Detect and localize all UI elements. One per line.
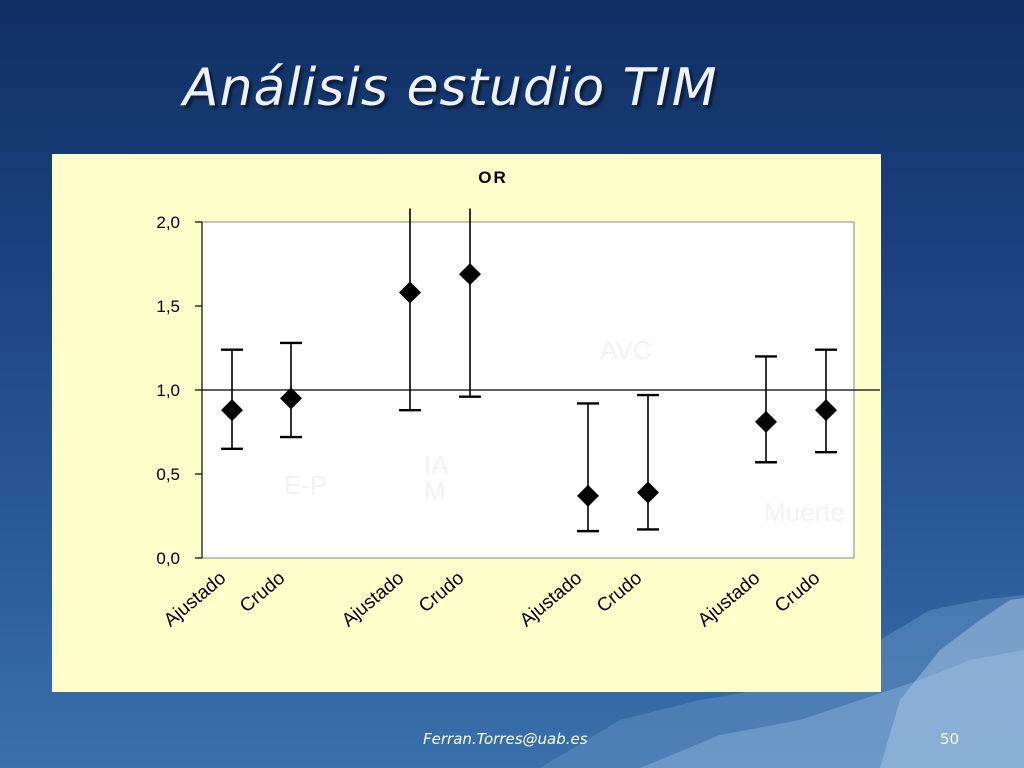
- or-marker: [280, 387, 302, 410]
- or-point-3: [399, 208, 421, 412]
- or-marker: [815, 399, 837, 422]
- or-point-2: [280, 341, 302, 439]
- chart-panel: OR E-P IA M AVC Muerte 0,0 0,5 1,0 1,5 2,0 Ajust…: [52, 154, 881, 692]
- y-tick-label: 1,5: [156, 297, 180, 316]
- x-label-ajustado: Ajustado: [338, 568, 408, 632]
- x-label-ajustado: Ajustado: [160, 568, 230, 632]
- or-marker: [459, 263, 481, 286]
- page-number: 50: [940, 730, 960, 748]
- or-marker: [221, 399, 243, 422]
- footer-email: Ferran.Torres@uab.es: [423, 730, 588, 748]
- group-label-iam: IA M: [424, 450, 449, 506]
- or-chart: OR E-P IA M AVC Muerte 0,0 0,5 1,0 1,5 2,0 Ajust…: [156, 168, 880, 632]
- or-marker: [399, 281, 421, 304]
- y-tick-label: 0,0: [156, 549, 180, 568]
- group-label-muerte: Muerte: [764, 497, 845, 527]
- or-point-1: [221, 348, 243, 450]
- or-point-5: [577, 402, 599, 533]
- x-label-crudo: Crudo: [415, 568, 468, 617]
- y-tick-label: 2,0: [156, 213, 180, 232]
- or-point-7: [755, 355, 777, 464]
- slide-title: Análisis estudio TIM: [183, 58, 718, 118]
- x-label-crudo: Crudo: [593, 568, 646, 617]
- or-point-8: [815, 348, 837, 454]
- chart-title: OR: [478, 168, 508, 187]
- x-label-ajustado: Ajustado: [516, 568, 586, 632]
- group-label-avc: AVC: [600, 335, 652, 365]
- y-tick-label: 0,5: [156, 465, 180, 484]
- x-label-crudo: Crudo: [236, 568, 289, 617]
- x-label-ajustado: Ajustado: [694, 568, 764, 632]
- x-label-crudo: Crudo: [771, 568, 824, 617]
- or-point-4: [459, 208, 481, 398]
- or-marker: [755, 410, 777, 433]
- or-marker: [577, 484, 599, 507]
- y-tick-label: 1,0: [156, 381, 180, 400]
- or-marker: [637, 481, 659, 504]
- or-point-6: [637, 393, 659, 531]
- group-label-e-p: E-P: [284, 470, 327, 500]
